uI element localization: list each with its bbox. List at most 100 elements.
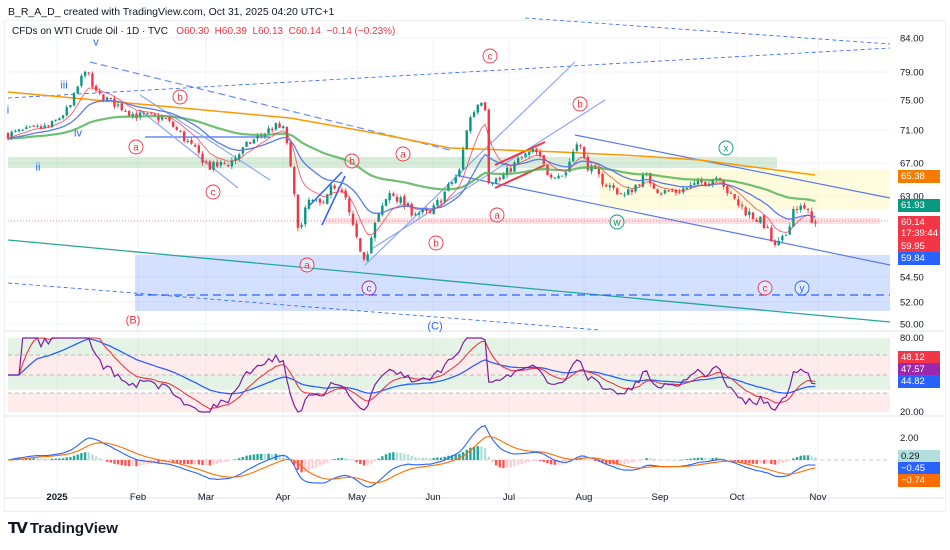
price-badge-value: 60.14 bbox=[901, 217, 925, 228]
candle bbox=[282, 125, 285, 129]
wave-label-circle bbox=[128, 139, 144, 155]
candle bbox=[223, 161, 226, 165]
macd-histogram-bar bbox=[157, 460, 160, 464]
candle bbox=[469, 115, 472, 134]
macd-histogram-bar bbox=[179, 460, 182, 464]
candle bbox=[557, 173, 560, 180]
macd-histogram-bar bbox=[538, 460, 542, 462]
candle-body bbox=[260, 135, 263, 137]
candle-body bbox=[447, 183, 450, 191]
wave-label-text: c bbox=[211, 188, 216, 199]
wave-label-text: c bbox=[367, 284, 372, 295]
macd-histogram-bar bbox=[61, 458, 65, 460]
candle-body bbox=[138, 112, 142, 118]
support-zone-box bbox=[135, 255, 890, 311]
candle bbox=[182, 130, 186, 143]
macd-histogram-bar bbox=[623, 460, 626, 465]
candle-body bbox=[454, 176, 457, 183]
macd-histogram-bar bbox=[69, 456, 72, 460]
time-axis-label: Jul bbox=[503, 492, 515, 503]
macd-histogram-bar bbox=[549, 460, 553, 465]
candle bbox=[208, 159, 212, 170]
candle bbox=[516, 155, 520, 165]
candle-body bbox=[417, 212, 421, 215]
candle-body bbox=[458, 169, 461, 176]
candle-body bbox=[164, 118, 168, 120]
macd-histogram-bar bbox=[469, 447, 472, 460]
candle bbox=[175, 125, 179, 131]
candle-body bbox=[469, 117, 472, 132]
macd-histogram-bar bbox=[641, 459, 645, 460]
candle bbox=[304, 204, 307, 228]
symbol-title[interactable]: CFDs on WTI Crude Oil · 1D · TVC bbox=[12, 26, 168, 37]
candle-body bbox=[586, 156, 590, 171]
candle-body bbox=[784, 234, 788, 236]
candle bbox=[377, 212, 380, 223]
candle-body bbox=[146, 113, 149, 115]
candle-body bbox=[245, 141, 248, 147]
macd-histogram-bar bbox=[722, 458, 725, 460]
candle-body bbox=[472, 112, 476, 117]
candle bbox=[792, 206, 795, 227]
candle-body bbox=[773, 240, 777, 245]
candle bbox=[491, 182, 494, 186]
candle bbox=[138, 109, 142, 121]
candle bbox=[25, 124, 28, 130]
candle-body bbox=[806, 208, 810, 211]
macd-histogram-bar bbox=[245, 455, 248, 460]
macd-histogram-bar bbox=[472, 446, 476, 460]
macd-histogram-bar bbox=[318, 460, 322, 466]
macd-histogram-bar bbox=[399, 452, 402, 460]
macd-histogram-bar bbox=[726, 459, 729, 461]
candle-body bbox=[660, 193, 663, 195]
macd-histogram-bar bbox=[296, 460, 300, 470]
macd-histogram-bar bbox=[671, 459, 674, 461]
candle bbox=[384, 198, 388, 207]
candle bbox=[571, 148, 575, 163]
macd-histogram-bar bbox=[267, 453, 270, 460]
candle bbox=[230, 157, 234, 170]
candle bbox=[36, 123, 39, 128]
macd-histogram-bar bbox=[502, 460, 505, 469]
candle bbox=[630, 189, 634, 196]
time-axis-label: Nov bbox=[810, 492, 827, 503]
wave-label-text: y bbox=[800, 284, 805, 295]
candle-body bbox=[6, 133, 10, 139]
candle bbox=[329, 182, 333, 199]
candle-body bbox=[227, 165, 230, 167]
macd-histogram-bar bbox=[627, 460, 630, 464]
macd-histogram-bar bbox=[740, 460, 744, 463]
candle bbox=[660, 192, 663, 196]
time-axis-label: Feb bbox=[130, 492, 146, 503]
candle-body bbox=[337, 189, 340, 191]
candle-body bbox=[704, 181, 707, 186]
candle-body bbox=[520, 156, 523, 158]
candle bbox=[777, 237, 780, 247]
macd-histogram-bar bbox=[729, 460, 733, 461]
candle-body bbox=[395, 196, 399, 202]
wave-label: c bbox=[361, 280, 377, 296]
macd-histogram-bar bbox=[590, 460, 593, 461]
macd-histogram-bar bbox=[696, 457, 700, 460]
candle bbox=[737, 195, 740, 208]
tradingview-logo[interactable]: 𝗧𝗩 TradingView bbox=[8, 519, 118, 538]
macd-histogram-bar bbox=[564, 460, 568, 464]
macd-histogram-bar bbox=[28, 458, 32, 460]
candle-body bbox=[212, 161, 215, 170]
macd-signal-line bbox=[7, 435, 816, 484]
candle-body bbox=[450, 182, 454, 185]
candle-body bbox=[160, 117, 164, 120]
macd-histogram-bar bbox=[201, 460, 204, 466]
macd-histogram-bar bbox=[630, 460, 634, 463]
candle bbox=[50, 120, 54, 129]
candle-body bbox=[69, 105, 72, 108]
time-axis-label: May bbox=[348, 492, 366, 503]
candle-body bbox=[109, 98, 112, 100]
macd-histogram-bar bbox=[781, 460, 784, 464]
candle-body bbox=[54, 119, 57, 121]
candle-body bbox=[652, 184, 656, 189]
candle bbox=[421, 209, 424, 216]
dashed-trendline-upper bbox=[7, 47, 891, 99]
candle-body bbox=[201, 153, 204, 163]
